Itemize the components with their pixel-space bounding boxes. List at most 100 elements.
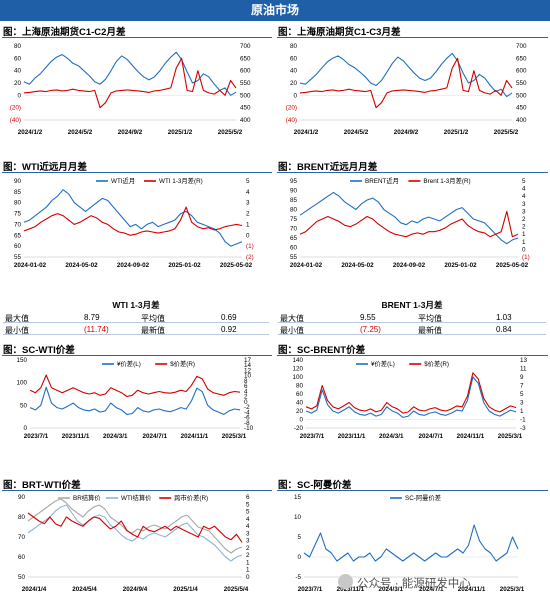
- divider: [277, 355, 548, 356]
- section-title-wti-spread: 图：WTI近远月月差: [3, 162, 87, 173]
- x-tick-label: 2025/5/4: [224, 586, 249, 593]
- y-right-tick-label: 5: [522, 178, 526, 185]
- y-left-tick-label: 40: [296, 400, 304, 407]
- y-left-tick-label: 95: [290, 178, 298, 185]
- stats-row: 最大值 8.79 平均值 0.69: [3, 312, 269, 323]
- x-tick-label: 2024/1/2: [294, 129, 319, 136]
- section-title-sc-c1c2: 图：上海原油期货C1-C2月差: [3, 27, 126, 38]
- y-left-tick-label: 20: [14, 80, 22, 87]
- stats-label: 最新值: [141, 326, 165, 335]
- y-left-tick-label: (20): [10, 105, 21, 112]
- watermark: 公众号 · 能源研发中心: [357, 578, 471, 590]
- series-line-Brent 1-3月差(R): [299, 210, 519, 238]
- y-right-tick-label: 5: [246, 509, 250, 516]
- divider: [2, 172, 272, 173]
- y-left-tick-label: 60: [18, 554, 26, 561]
- series-line-$价差(R): [305, 372, 517, 414]
- y-left-tick-label: 10: [294, 514, 302, 521]
- y-left-tick-label: 140: [292, 357, 303, 364]
- series-line-WTI 1-3月差(R): [23, 206, 243, 236]
- y-left-tick-label: 85: [14, 189, 22, 196]
- y-right-tick-label: 13: [520, 357, 528, 364]
- x-tick-label: 2023/7/1: [24, 433, 49, 440]
- y-right-tick-label: 500: [516, 92, 527, 99]
- y-right-tick-label: -10: [244, 425, 254, 432]
- x-tick-label: 2024-05-02: [65, 262, 98, 269]
- x-tick-label: 2024/5/2: [344, 129, 369, 136]
- series-line-right: [299, 57, 513, 109]
- x-tick-label: 2024/9/2: [394, 129, 419, 136]
- y-right-tick-label: 5: [520, 391, 524, 398]
- stats-value: 0.92: [221, 325, 237, 334]
- x-tick-label: 2024-01-02: [290, 262, 323, 269]
- y-right-tick-label: 7: [520, 383, 524, 390]
- legend-label: BR结算价: [73, 493, 101, 502]
- legend-label: 跨市价差(R): [174, 493, 208, 502]
- series-line-跨市价差(R): [27, 512, 243, 543]
- x-tick-label: 2024/9/2: [118, 129, 143, 136]
- chart-wti-spread: 55 60 65 70 75 80 85 90 (2) (1) 0 1 2 3 4 5 2024-01-02 20…: [14, 176, 254, 269]
- stats-label: 最小值: [280, 326, 304, 335]
- series-line-left: [299, 52, 513, 98]
- y-right-tick-label: 600: [516, 68, 527, 75]
- y-left-tick-label: 50: [18, 574, 26, 581]
- section-title-sc-c1c3: 图：上海原油期货C1-C3月差: [278, 27, 401, 38]
- x-tick-label: 2024-05-02: [341, 262, 374, 269]
- y-left-tick-label: (40): [10, 117, 21, 124]
- chart-sc-c1c3: (40) (20) 0 20 40 60 80 400 450 500 550 600 650 700 20…: [286, 43, 527, 136]
- y-right-tick-label: 700: [516, 43, 527, 50]
- y-left-tick-label: 60: [296, 391, 304, 398]
- legend-label: SC-阿曼价差: [405, 493, 441, 502]
- y-right-tick-label: 0: [246, 232, 250, 239]
- legend-label: ¥价差(L): [371, 359, 395, 368]
- x-tick-label: 2024/7/1: [143, 433, 168, 440]
- y-right-tick-label: (1): [522, 254, 530, 261]
- x-tick-label: 2024/11/1: [457, 433, 485, 440]
- y-left-tick-label: 0: [299, 417, 303, 424]
- y-right-tick-label: 400: [240, 117, 251, 124]
- y-right-tick-label: 2: [522, 224, 526, 231]
- stats-label: 最小值: [5, 326, 29, 335]
- legend-label: WTI 1-3月差(R): [159, 176, 203, 185]
- y-right-tick-label: 4: [522, 186, 526, 193]
- y-right-tick-label: 2: [522, 216, 526, 223]
- stats-title: WTI 1-3月差: [112, 300, 160, 310]
- x-tick-label: 2024/3/1: [379, 433, 404, 440]
- divider: [277, 172, 548, 173]
- y-right-tick-label: 3: [246, 530, 250, 537]
- y-right-tick-label: -8: [244, 420, 250, 427]
- section-title-sc-brent: 图：SC-BRENT价差: [278, 345, 366, 356]
- stats-value: 0.69: [221, 313, 237, 322]
- y-left-tick-label: 60: [290, 55, 298, 62]
- series-line-BRENT近月: [299, 191, 519, 245]
- y-right-tick-label: 11: [520, 366, 527, 373]
- y-right-tick-label: 3: [246, 200, 250, 207]
- y-left-tick-label: 55: [290, 254, 298, 261]
- y-left-tick-label: 65: [14, 232, 22, 239]
- x-tick-label: 2025-05-02: [496, 262, 529, 269]
- y-left-tick-label: 60: [14, 243, 22, 250]
- section-title-brent-spread: 图：BRENT近远月月差: [278, 162, 378, 173]
- y-right-tick-label: -4: [244, 409, 250, 416]
- x-tick-label: 2024/5/2: [68, 129, 93, 136]
- legend-label: $价差(R): [424, 359, 449, 368]
- legend-label: Brent 1-3月差(R): [423, 176, 470, 185]
- y-right-tick-label: 450: [240, 105, 251, 112]
- y-left-tick-label: 80: [14, 43, 22, 50]
- y-left-tick-label: 75: [14, 211, 22, 218]
- chart-brent-spread: 556065707580859095(1)01122334452024-01-0…: [290, 176, 530, 269]
- y-left-tick-label: 50: [20, 402, 28, 409]
- y-right-tick-label: 10: [244, 373, 252, 380]
- y-right-tick-label: 6: [246, 494, 250, 501]
- y-left-tick-label: 150: [16, 357, 27, 364]
- y-right-tick-label: -3: [520, 425, 526, 432]
- y-left-tick-label: 70: [290, 226, 298, 233]
- y-right-tick-label: 3: [246, 538, 250, 545]
- series-line-WTI结算价: [27, 504, 243, 562]
- x-tick-label: 2024-01-02: [14, 262, 47, 269]
- legend-label: WTI近月: [111, 176, 135, 185]
- y-right-tick-label: 650: [240, 55, 251, 62]
- stats-value: (7.25): [360, 325, 381, 334]
- x-tick-label: 2023/7/1: [300, 433, 325, 440]
- y-right-tick-label: 450: [516, 105, 527, 112]
